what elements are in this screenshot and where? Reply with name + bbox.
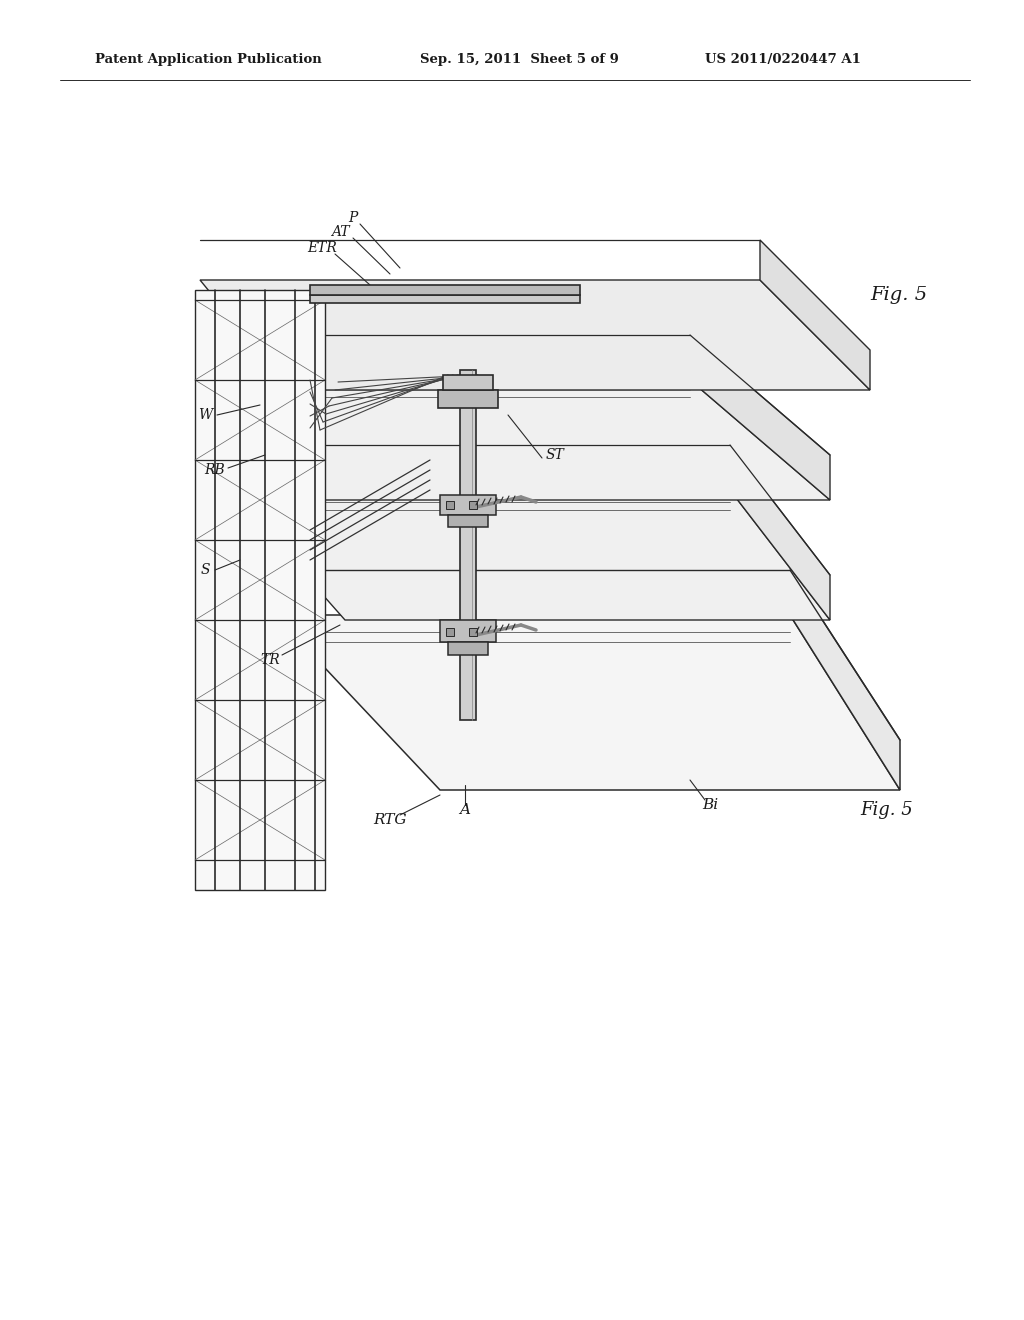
Text: S: S bbox=[201, 564, 210, 577]
Text: Sep. 15, 2011  Sheet 5 of 9: Sep. 15, 2011 Sheet 5 of 9 bbox=[420, 54, 618, 66]
Polygon shape bbox=[446, 628, 454, 636]
Polygon shape bbox=[310, 294, 580, 304]
Text: P: P bbox=[348, 211, 357, 224]
Polygon shape bbox=[200, 280, 870, 389]
Polygon shape bbox=[310, 285, 580, 294]
Polygon shape bbox=[690, 335, 830, 500]
Text: A: A bbox=[460, 803, 470, 817]
Polygon shape bbox=[449, 642, 488, 655]
Polygon shape bbox=[790, 570, 900, 789]
Text: AT: AT bbox=[331, 224, 349, 239]
Polygon shape bbox=[449, 515, 488, 527]
Text: Bi: Bi bbox=[701, 799, 718, 812]
Polygon shape bbox=[195, 290, 325, 890]
Polygon shape bbox=[438, 389, 498, 408]
Text: ST: ST bbox=[546, 447, 564, 462]
Polygon shape bbox=[446, 502, 454, 510]
Polygon shape bbox=[730, 445, 830, 620]
Polygon shape bbox=[440, 495, 496, 515]
Polygon shape bbox=[230, 490, 830, 620]
Text: ETR: ETR bbox=[307, 242, 337, 255]
Text: W: W bbox=[198, 408, 212, 422]
Polygon shape bbox=[440, 620, 496, 642]
Polygon shape bbox=[760, 240, 870, 389]
Polygon shape bbox=[469, 628, 477, 636]
Polygon shape bbox=[460, 370, 476, 719]
Polygon shape bbox=[443, 375, 493, 389]
Text: RTG: RTG bbox=[374, 813, 407, 828]
Polygon shape bbox=[275, 615, 900, 789]
Text: Patent Application Publication: Patent Application Publication bbox=[95, 54, 322, 66]
Text: RB: RB bbox=[205, 463, 225, 477]
Text: Fig. 5: Fig. 5 bbox=[860, 801, 912, 818]
Polygon shape bbox=[200, 380, 830, 500]
Text: US 2011/0220447 A1: US 2011/0220447 A1 bbox=[705, 54, 861, 66]
Polygon shape bbox=[275, 570, 310, 615]
Text: Fig. 5: Fig. 5 bbox=[870, 286, 927, 304]
Polygon shape bbox=[469, 502, 477, 510]
Text: TR: TR bbox=[260, 653, 280, 667]
